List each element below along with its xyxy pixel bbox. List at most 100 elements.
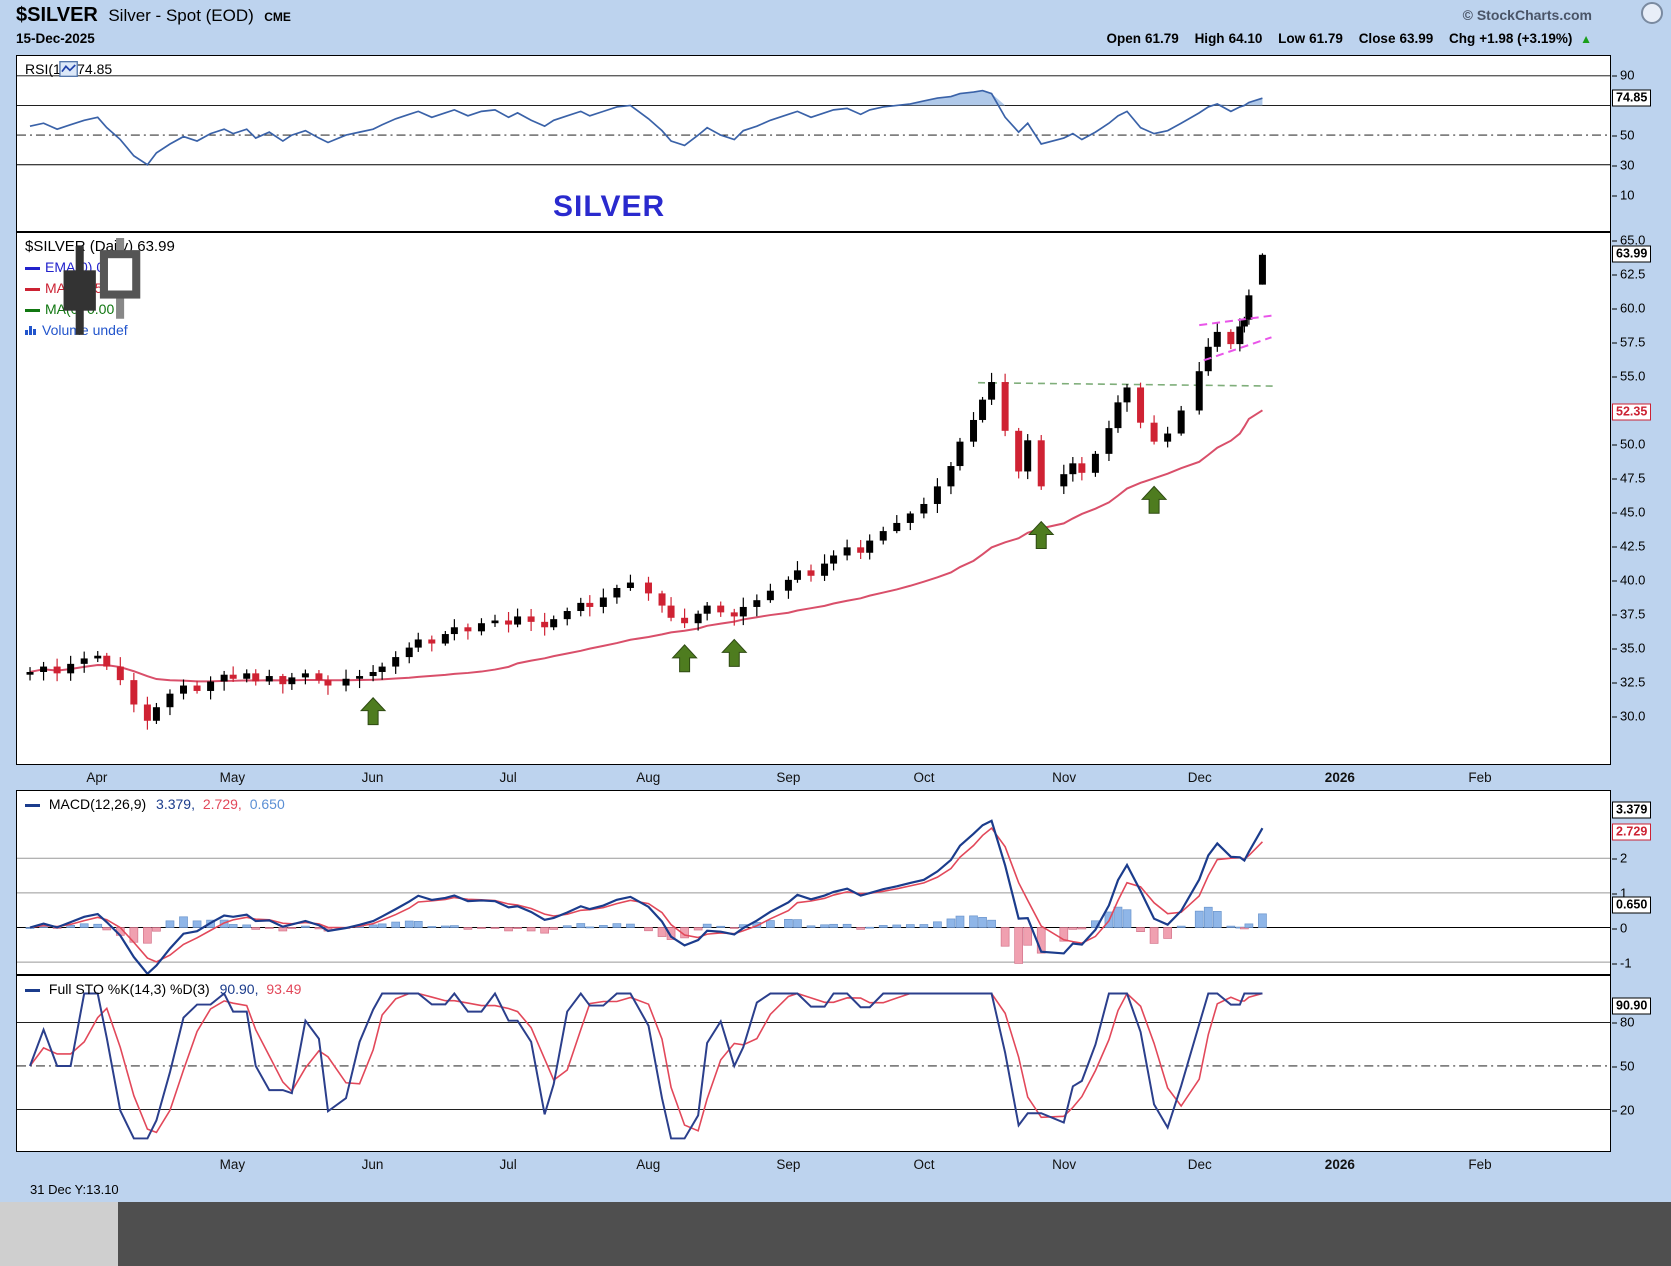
- month-label: Dec: [1187, 770, 1212, 785]
- stochastics-chart[interactable]: [17, 976, 1610, 1151]
- green-up-arrow: [1028, 520, 1055, 549]
- month-label: Jul: [499, 1157, 517, 1172]
- month-label: 2026: [1324, 770, 1355, 785]
- flag-dashed-line: [1199, 314, 1272, 327]
- axis-label: 35.0: [1612, 641, 1645, 656]
- macd-line: [29, 819, 1264, 974]
- month-label: Sep: [776, 770, 801, 785]
- month-label: Aug: [636, 1157, 661, 1172]
- axis-label: 20: [1612, 1103, 1634, 1118]
- macd-legend: MACD(12,26,9) 3.379, 2.729, 0.650: [25, 796, 285, 812]
- ohlc-strip: Open 61.79 High 64.10 Low 61.79 Close 63.99 …: [1094, 31, 1592, 46]
- macd-histogram: [25, 906, 1267, 964]
- corner-badge-icon[interactable]: [1641, 2, 1663, 24]
- sto-value-2: 93.49: [266, 981, 302, 997]
- axis-label: 50: [1612, 128, 1634, 143]
- axis-label: 65.0: [1612, 233, 1645, 248]
- axis-label: 10: [1612, 188, 1634, 203]
- month-label: Feb: [1468, 770, 1492, 785]
- month-label: May: [219, 1157, 246, 1172]
- bottom-bar: [0, 1202, 1671, 1266]
- axis-label: 90: [1612, 68, 1634, 83]
- green-up-arrow: [359, 696, 387, 726]
- axis-label: 37.5: [1612, 607, 1645, 622]
- month-label: Jun: [361, 770, 384, 785]
- silver-watermark: SILVER: [553, 190, 666, 223]
- month-label: Nov: [1052, 770, 1077, 785]
- stockcharts-credit: © StockCharts.com: [1462, 7, 1592, 23]
- value-box: 0.650: [1612, 896, 1652, 914]
- close-label: Close: [1358, 31, 1396, 46]
- month-label: Jul: [499, 770, 517, 785]
- symbol: $SILVER: [16, 4, 98, 26]
- x-axis-bottom: May Jun Jul Aug Sep Oct Nov Dec 2026 Feb: [0, 1152, 1671, 1177]
- sto-k-line: [29, 991, 1263, 1140]
- green-up-arrow: [721, 638, 748, 667]
- month-label: Oct: [913, 770, 935, 785]
- green-up-arrow: [1140, 485, 1168, 514]
- macd-value-1: 3.379,: [156, 796, 195, 812]
- up-triangle-icon: ▲: [1580, 32, 1592, 46]
- macd-chart[interactable]: [17, 791, 1610, 974]
- macd-panel: MACD(12,26,9) 3.379, 2.729, 0.650: [16, 790, 1611, 975]
- month-label: Dec: [1187, 1157, 1212, 1172]
- legend-swatch: [25, 308, 40, 312]
- legend-label: Volume undef: [42, 322, 128, 338]
- chg-label: Chg: [1449, 31, 1476, 46]
- axis-label: -1: [1612, 956, 1632, 971]
- axis-label: 0: [1612, 921, 1627, 936]
- month-label: Sep: [776, 1157, 801, 1172]
- axis-label: 32.5: [1612, 675, 1645, 690]
- month-label: Nov: [1052, 1157, 1077, 1172]
- candles: [26, 253, 1266, 730]
- value-box: 52.35: [1612, 403, 1652, 421]
- macd-line-swatch: [25, 803, 40, 807]
- rsi-chart[interactable]: [17, 56, 1610, 231]
- month-label: Aug: [636, 770, 661, 785]
- value-box: 74.85: [1612, 89, 1652, 107]
- month-label: Jun: [361, 1157, 384, 1172]
- legend-swatch: [25, 266, 40, 270]
- open-value: 61.79: [1145, 31, 1179, 46]
- axis-label: 50.0: [1612, 437, 1645, 452]
- axis-label: 30.0: [1612, 709, 1645, 724]
- quote-date: 15-Dec-2025: [16, 31, 95, 46]
- chart-header: $SILVER Silver - Spot (EOD) CME © StockC…: [16, 4, 1656, 30]
- macd-legend-name: MACD(12,26,9): [48, 796, 147, 812]
- macd-value-2: 2.729,: [202, 796, 242, 812]
- open-label: Open: [1106, 31, 1141, 46]
- green-up-arrow: [671, 644, 698, 673]
- macd-value-3: 0.650: [249, 796, 285, 812]
- value-box: 63.99: [1612, 245, 1652, 263]
- right-axis: 90 50 30 10 65.0 62.5 60.0 57.5 55.0 50.0 47.5 45.0…: [1612, 0, 1671, 1200]
- sto-d-line: [29, 992, 1263, 1134]
- bottom-bar-left-segment: [0, 1202, 118, 1266]
- month-label: May: [219, 770, 246, 785]
- exchange: CME: [264, 10, 291, 24]
- close-value: 63.99: [1399, 31, 1434, 46]
- x-axis-top: Apr May Jun Jul Aug Sep Oct Nov Dec 2026 Feb: [0, 765, 1671, 790]
- axis-label: 40.0: [1612, 573, 1645, 588]
- crosshair-status: 31 Dec Y:13.10: [30, 1182, 119, 1197]
- axis-label: 2: [1612, 851, 1627, 866]
- high-value: 64.10: [1228, 31, 1263, 46]
- value-box: 3.379: [1612, 801, 1652, 819]
- macd-signal-line: [29, 826, 1264, 963]
- sto-legend-name: Full STO %K(14,3) %D(3): [48, 981, 210, 997]
- stochastics-panel: Full STO %K(14,3) %D(3) 90.90, 93.49: [16, 975, 1611, 1152]
- axis-label: 30: [1612, 158, 1634, 173]
- price-legend-title-row: $SILVER (Daily) 63.99: [25, 238, 175, 335]
- sto-value-1: 90.90,: [219, 981, 259, 997]
- axis-label: 80: [1612, 1015, 1634, 1030]
- value-box: 90.90: [1612, 997, 1652, 1015]
- price-chart[interactable]: [17, 233, 1610, 764]
- low-value: 61.79: [1309, 31, 1343, 46]
- axis-label: 1: [1612, 886, 1627, 901]
- month-label: Feb: [1468, 1157, 1492, 1172]
- high-label: High: [1194, 31, 1225, 46]
- month-label: 2026: [1324, 1157, 1355, 1172]
- rsi-panel: RSI(14) 74.85: [16, 55, 1611, 232]
- quote-row: 15-Dec-2025 Open 61.79 High 64.10 Low 61.79…: [16, 31, 1656, 51]
- axis-label: 55.0: [1612, 369, 1645, 384]
